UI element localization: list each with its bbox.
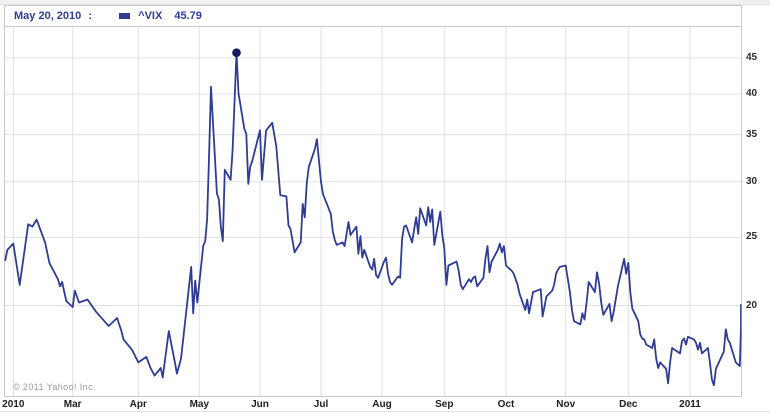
x-axis-month-label: Jul: [313, 399, 329, 410]
y-axis-tick-label: 30: [746, 175, 758, 187]
chart-legend: May 20, 2010 : ^VIX 45.79: [14, 6, 202, 26]
x-axis-month-label: Mar: [63, 399, 82, 410]
x-axis-month-label: Oct: [497, 399, 515, 410]
vix-price-line[interactable]: [4, 51, 742, 387]
y-axis-tick-label: 40: [746, 87, 758, 99]
widget-border: [4, 5, 742, 397]
selected-point-marker[interactable]: [232, 48, 241, 58]
x-axis-month-label: Apr: [129, 399, 147, 410]
x-axis-month-label: Nov: [556, 399, 576, 410]
y-axis-tick-label: 20: [746, 299, 758, 311]
x-axis-month-label: Sep: [435, 399, 454, 410]
legend-color-swatch: [119, 13, 131, 20]
legend-date-label: May 20, 2010: [14, 10, 82, 22]
y-axis-tick-label: 45: [746, 52, 758, 64]
legend-symbol-label: ^VIX: [138, 10, 163, 22]
copyright-watermark: © 2011 Yahoo! Inc.: [13, 382, 96, 392]
legend-value-label: 45.79: [174, 10, 202, 22]
y-axis-tick-label: 25: [746, 231, 758, 243]
x-axis-month-label: Dec: [619, 399, 638, 410]
legend-separator: :: [88, 10, 93, 22]
x-axis-month-label: Aug: [372, 399, 392, 410]
x-axis-month-label: 2010: [2, 399, 25, 410]
x-axis-month-label: Jun: [251, 399, 269, 410]
bottom-divider-line: [0, 411, 770, 412]
y-axis-tick-label: 35: [746, 128, 758, 140]
x-axis-month-label: 2011: [679, 399, 701, 410]
top-gray-strip: [0, 0, 770, 5]
x-axis-month-label: May: [189, 399, 210, 410]
